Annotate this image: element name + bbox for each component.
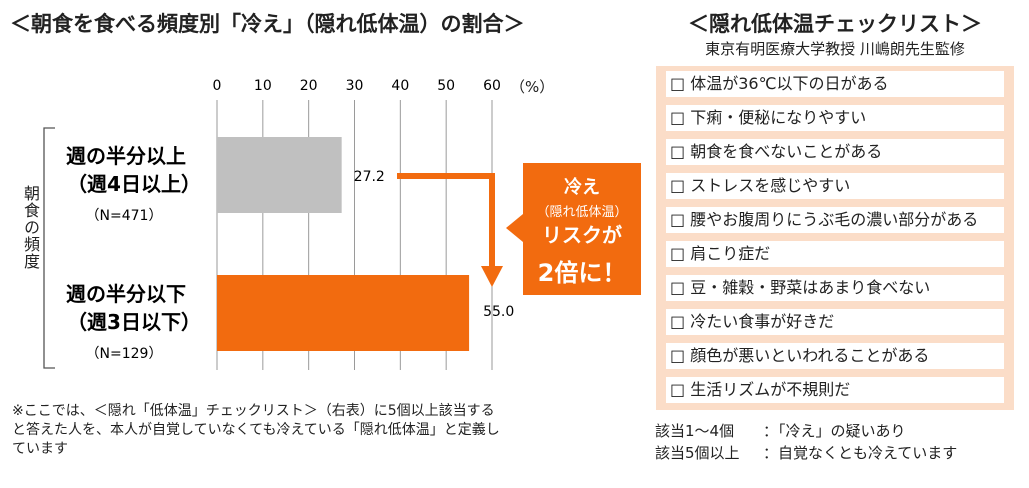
checklist-item: □ 肩こり症だ [666,241,1004,267]
checklist-title: ＜隠れ低体温チェックリスト＞ [688,12,982,36]
callout-line-3: リスクが [542,223,622,247]
checklist-item: □ 体温が36℃以下の日がある [666,71,1004,97]
checklist-item: □ 下痢・便秘になりやすい [666,105,1004,131]
checklist-subtitle: 東京有明医療大学教授 川嶋朗先生監修 [705,40,965,58]
legend-key: 該当1～4個 [655,422,735,440]
checklist-item: □ 顔色が悪いといわれることがある [666,343,1004,369]
checklist-item: □ 腰やお腹周りにうぶ毛の濃い部分がある [666,207,1004,233]
category-label: 週の半分以下 [66,282,186,306]
category-sublabel: （週4日以上） [67,172,201,196]
category-n-label: （N=471） [86,208,163,224]
x-tick-label: 50 [437,78,455,94]
x-axis-unit: （%） [510,78,555,96]
checklist-item: □ 生活リズムが不規則だ [666,377,1004,403]
checklist-item: □ ストレスを感じやすい [666,173,1004,199]
callout-line-1: 冷え [564,177,600,198]
category-n-label: （N=129） [86,346,163,362]
checklist-item: □ 朝食を食べないことがある [666,139,1004,165]
legend-key: 該当5個以上 [655,444,740,462]
x-tick-label: 20 [300,78,318,94]
checklist-item: □ 冷たい食事が好きだ [666,309,1004,335]
category-bracket [43,127,55,369]
bar [217,275,470,351]
comparison-arrowhead [481,266,503,287]
callout-line-4: 2倍に！ [537,259,627,287]
x-tick-label: 40 [391,78,409,94]
bar [217,137,342,213]
x-tick-label: 60 [483,78,501,94]
x-tick-label: 0 [213,78,222,94]
data-label: 27.2 [354,169,385,185]
category-label: 週の半分以上 [66,144,186,168]
checklist-item: □ 豆・雑穀・野菜はあまり食べない [666,275,1004,301]
y-axis-label: 朝食の頻度 [21,185,40,270]
legend-row-1: 該当1～4個 ：「冷え」の疑いあり [655,420,906,441]
x-tick-label: 30 [346,78,364,94]
callout-pointer [506,214,523,242]
category-sublabel: （週3日以下） [67,310,201,334]
legend-value: ：自覚なくとも冷えています [763,444,958,462]
definition-note: ※ここでは、＜隠れ「低体温」チェックリスト＞（右表）に5個以上該当すると答えた人… [12,403,500,457]
legend-value: ：「冷え」の疑いあり [763,422,906,440]
callout-line-2: （隠れ低体温） [536,205,628,220]
comparison-arrow [397,173,495,268]
chart-title: ＜朝食を食べる頻度別「冷え」（隠れ低体温）の割合＞ [10,12,525,36]
data-label: 55.0 [483,304,514,320]
x-tick-label: 10 [254,78,272,94]
risk-callout: 冷え （隠れ低体温） リスクが 2倍に！ [523,163,641,295]
checklist-panel: □ 体温が36℃以下の日がある □ 下痢・便秘になりやすい □ 朝食を食べないこ… [656,66,1014,410]
legend-row-2: 該当5個以上 ：自覚なくとも冷えています [655,442,957,463]
